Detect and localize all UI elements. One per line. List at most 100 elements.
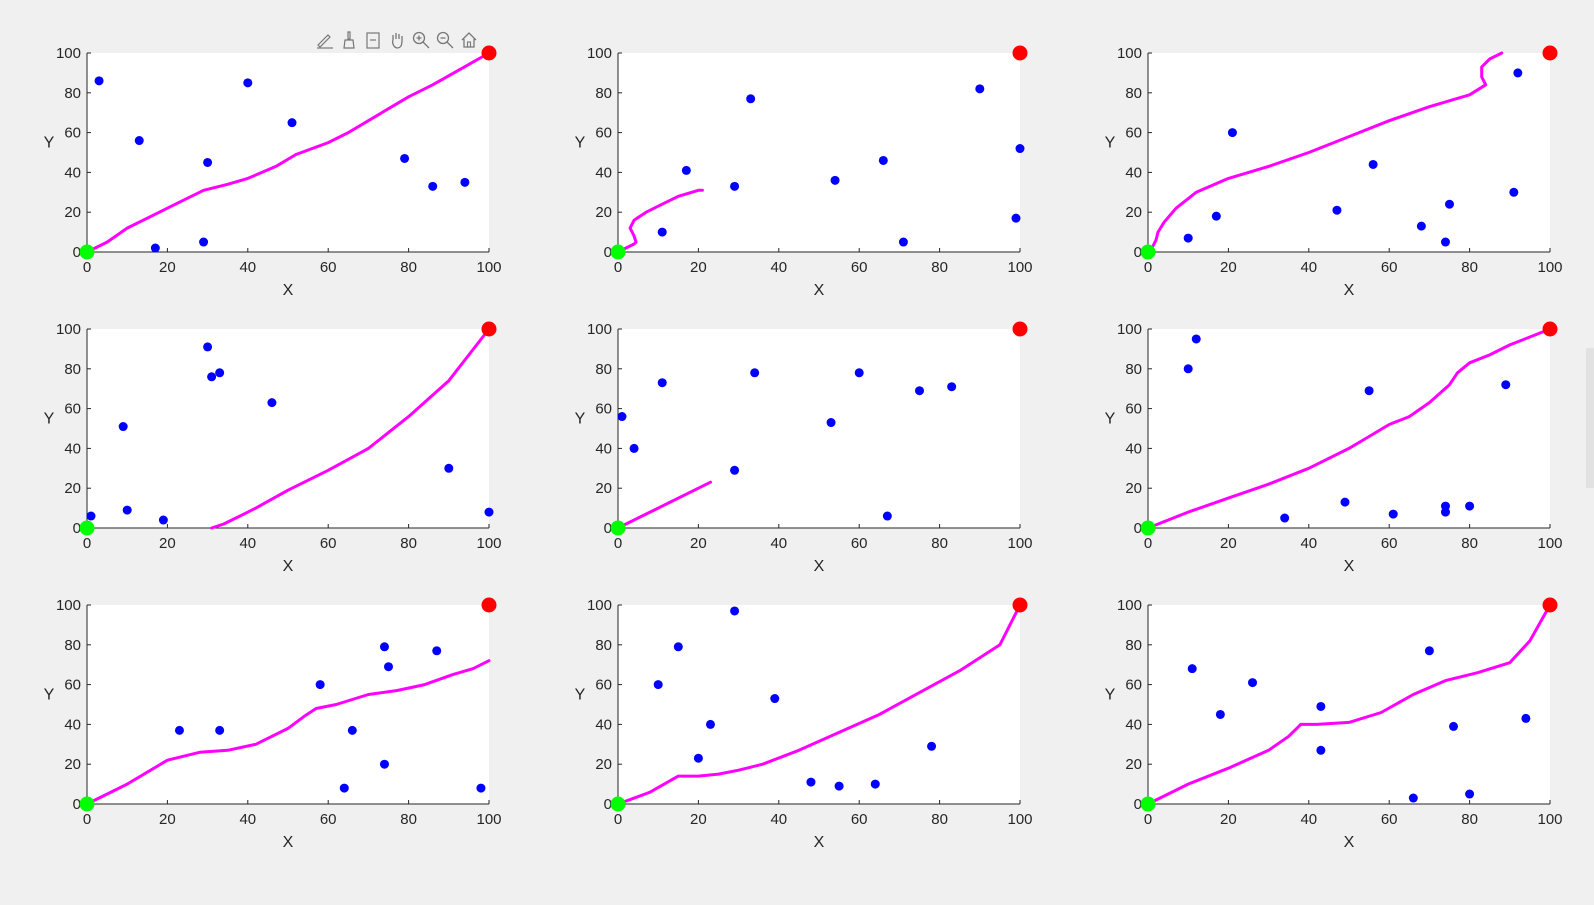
home-icon[interactable] (458, 29, 480, 51)
zoom-out-icon[interactable] (434, 29, 456, 51)
obstacle-point (158, 515, 168, 525)
y-tick-label: 60 (64, 125, 81, 142)
x-tick-label: 100 (1537, 259, 1562, 276)
edit-plot-icon[interactable] (314, 29, 336, 51)
obstacle-point (203, 342, 213, 352)
y-tick-label: 20 (595, 480, 612, 497)
x-tick-label: 60 (1381, 535, 1398, 552)
obstacle-point (1440, 501, 1450, 511)
obstacle-point (379, 642, 389, 652)
obstacle-point (215, 725, 225, 735)
x-tick-label: 20 (1220, 811, 1237, 828)
goal-marker (1012, 45, 1028, 61)
path-line (85, 659, 491, 806)
obstacle-point (1211, 211, 1221, 221)
y-tick-label: 60 (1125, 401, 1142, 418)
y-tick-label: 0 (604, 520, 612, 537)
plot-area (1148, 605, 1550, 804)
y-tick-label: 100 (1117, 45, 1142, 62)
obstacle-point (243, 78, 253, 88)
x-tick-label: 100 (1537, 535, 1562, 552)
subplot-1: 0 20 40 60 80 100 0 20 40 60 80 100 X Y (44, 45, 502, 299)
obstacle-point (1521, 713, 1531, 723)
x-axis-label: X (283, 558, 294, 575)
obstacle-point (878, 155, 888, 165)
y-tick-label: 0 (73, 244, 81, 261)
obstacle-point (947, 382, 957, 392)
obstacle-point (750, 368, 760, 378)
y-axis-label: Y (1105, 687, 1116, 704)
x-axis-label: X (283, 834, 294, 851)
y-tick-label: 60 (595, 677, 612, 694)
plot-area (87, 53, 489, 252)
x-tick-label: 20 (159, 535, 176, 552)
y-tick-label: 20 (64, 204, 81, 221)
x-tick-label: 100 (1007, 535, 1032, 552)
y-tick-label: 80 (64, 361, 81, 378)
obstacle-point (746, 94, 756, 104)
goal-marker (1012, 597, 1028, 613)
x-tick-label: 80 (931, 259, 948, 276)
obstacle-point (1332, 205, 1342, 215)
y-tick-label: 0 (1134, 796, 1142, 813)
x-axis-label: X (1344, 558, 1355, 575)
x-tick-label: 100 (1007, 811, 1032, 828)
y-tick-label: 20 (1125, 204, 1142, 221)
x-tick-label: 60 (320, 259, 337, 276)
plot-area (618, 53, 1020, 252)
start-marker (610, 796, 626, 812)
plot-area (87, 605, 489, 804)
x-tick-label: 40 (239, 259, 256, 276)
goal-marker (481, 597, 497, 613)
data-tips-icon[interactable] (362, 29, 384, 51)
goal-marker (481, 321, 497, 337)
y-tick-label: 100 (56, 321, 81, 338)
scrollbar[interactable] (1586, 348, 1594, 488)
obstacle-point (267, 398, 277, 408)
y-tick-label: 100 (587, 45, 612, 62)
obstacle-point (484, 507, 494, 517)
x-tick-label: 100 (1007, 259, 1032, 276)
y-tick-label: 20 (64, 480, 81, 497)
obstacle-point (203, 157, 213, 167)
x-tick-label: 40 (1300, 535, 1317, 552)
y-tick-label: 100 (587, 597, 612, 614)
x-tick-label: 0 (614, 535, 622, 552)
y-tick-label: 40 (64, 164, 81, 181)
subplot-7: 0 20 40 60 80 100 0 20 40 60 80 100 X Y (44, 597, 502, 851)
obstacle-point (1440, 237, 1450, 247)
y-tick-label: 0 (1134, 520, 1142, 537)
y-tick-label: 100 (587, 321, 612, 338)
x-tick-label: 80 (1461, 811, 1478, 828)
y-tick-label: 100 (56, 597, 81, 614)
obstacle-point (1011, 213, 1021, 223)
obstacle-point (1513, 68, 1523, 78)
obstacle-point (1416, 221, 1426, 231)
obstacle-point (730, 465, 740, 475)
y-tick-label: 20 (1125, 480, 1142, 497)
obstacle-point (1449, 721, 1459, 731)
x-tick-label: 40 (1300, 259, 1317, 276)
obstacle-point (1340, 497, 1350, 507)
pan-hand-icon[interactable] (386, 29, 408, 51)
path-line (1146, 51, 1504, 254)
x-tick-label: 100 (1537, 811, 1562, 828)
y-tick-label: 80 (595, 85, 612, 102)
goal-marker (481, 45, 497, 61)
y-tick-label: 80 (1125, 85, 1142, 102)
zoom-in-icon[interactable] (410, 29, 432, 51)
path-line (616, 480, 712, 530)
start-marker (1140, 796, 1156, 812)
y-tick-label: 40 (64, 716, 81, 733)
obstacle-point (1465, 789, 1475, 799)
y-tick-label: 80 (595, 361, 612, 378)
obstacle-point (834, 781, 844, 791)
obstacle-point (1388, 509, 1398, 519)
axes-toolbar (314, 28, 480, 52)
x-tick-label: 0 (1144, 259, 1152, 276)
brush-icon[interactable] (338, 29, 360, 51)
obstacle-point (1215, 709, 1225, 719)
y-tick-label: 60 (64, 677, 81, 694)
goal-marker (1542, 45, 1558, 61)
